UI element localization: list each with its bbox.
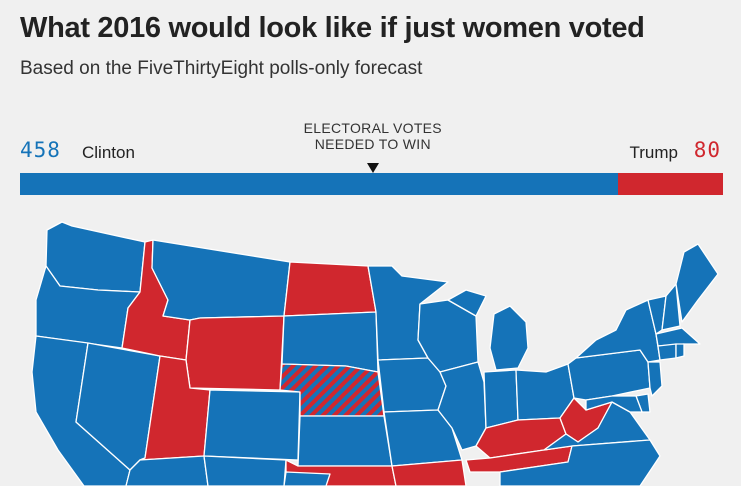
- state-CO: [203, 389, 301, 461]
- state-WY: [185, 315, 285, 391]
- state-MI: [447, 289, 529, 371]
- votes-needed-line1: ELECTORAL VOTES: [303, 120, 442, 136]
- chart-title: What 2016 would look like if just women …: [20, 12, 645, 44]
- votes-needed-label: ELECTORAL VOTES NEEDED TO WIN: [273, 120, 473, 152]
- state-NH: [661, 283, 681, 331]
- state-ND: [283, 261, 377, 317]
- state-CT: [657, 343, 677, 361]
- trump-name: Trump: [629, 143, 679, 162]
- win-threshold-marker-icon: [366, 163, 379, 173]
- state-NJ: [647, 361, 663, 397]
- state-MD: [585, 395, 643, 413]
- state-MO: [383, 409, 463, 467]
- us-electoral-map: [31, 221, 719, 486]
- state-AR: [391, 459, 467, 486]
- state-IN: [483, 369, 519, 429]
- trump-votes: 80: [693, 138, 721, 162]
- trump-bar-segment: [618, 173, 723, 195]
- electoral-vote-bar: [20, 173, 723, 195]
- state-IL: [437, 361, 487, 451]
- chart-subtitle: Based on the FiveThirtyEight polls-only …: [20, 58, 423, 79]
- state-NC: [499, 439, 661, 486]
- clinton-votes: 458: [20, 138, 61, 162]
- state-KS: [297, 415, 393, 467]
- clinton-bar-segment: [20, 173, 619, 195]
- state-RI: [675, 343, 685, 359]
- state-WA: [45, 221, 146, 293]
- clinton-name: Clinton: [82, 143, 135, 162]
- state-TX: [283, 471, 331, 486]
- state-NM: [203, 455, 287, 486]
- state-AZ: [125, 455, 209, 486]
- state-ME: [675, 243, 719, 323]
- state-SD: [281, 311, 379, 373]
- state-NY: [575, 299, 661, 363]
- state-MA: [655, 327, 701, 347]
- votes-needed-line2: NEEDED TO WIN: [314, 136, 431, 152]
- state-MT: [151, 239, 291, 321]
